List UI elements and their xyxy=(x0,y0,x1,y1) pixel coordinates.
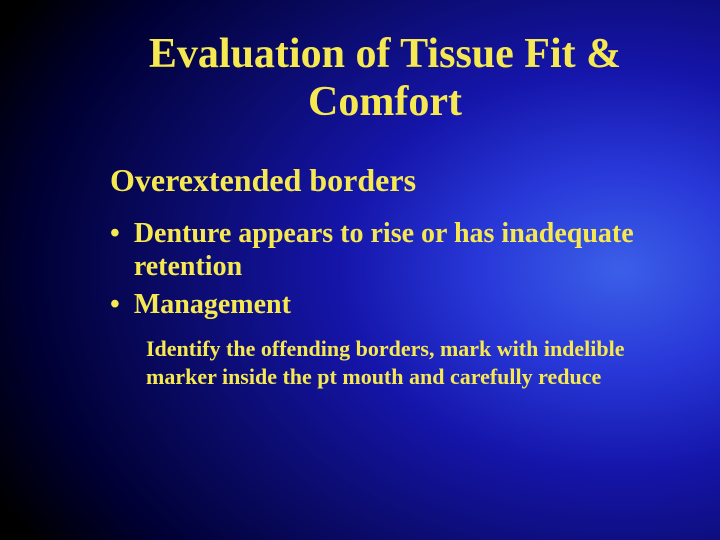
bullet-text: Denture appears to rise or has inadequat… xyxy=(134,217,680,284)
slide-container: Evaluation of Tissue Fit & Comfort Overe… xyxy=(0,0,720,540)
bullet-item: • Management xyxy=(90,288,680,322)
slide-title: Evaluation of Tissue Fit & Comfort xyxy=(90,30,680,127)
detail-text: Identify the offending borders, mark wit… xyxy=(90,335,680,390)
bullet-marker: • xyxy=(110,217,120,251)
bullet-item: • Denture appears to rise or has inadequ… xyxy=(90,217,680,284)
bullet-marker: • xyxy=(110,288,120,322)
slide-subtitle: Overextended borders xyxy=(90,162,680,199)
bullet-text: Management xyxy=(134,288,291,322)
